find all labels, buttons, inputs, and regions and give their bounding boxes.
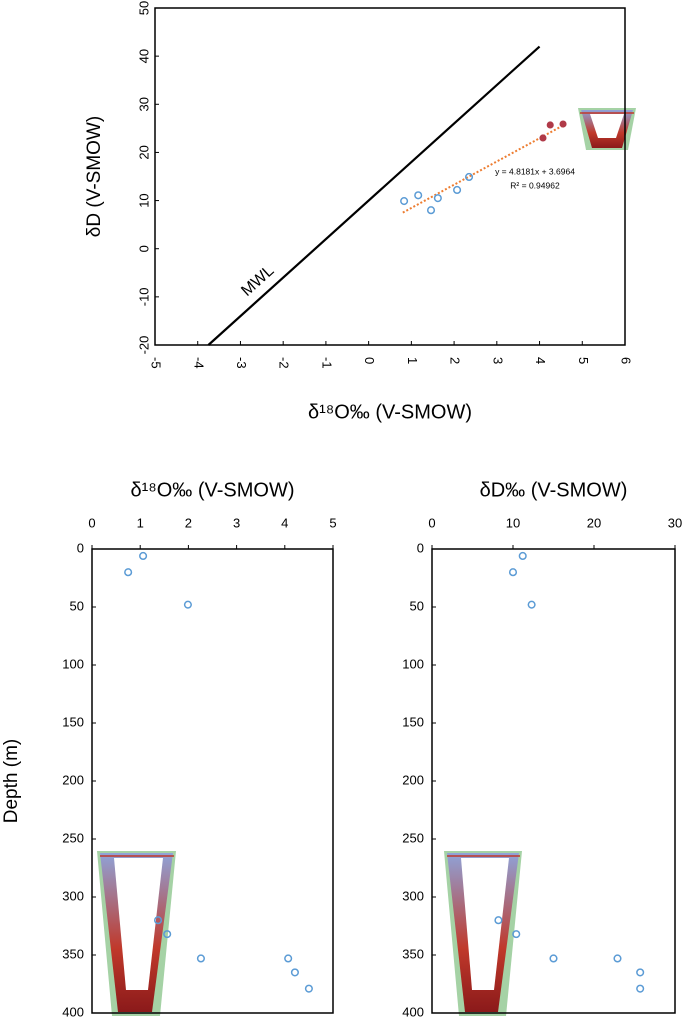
x-tick-label: 2 (448, 357, 463, 364)
y-tick-label: 100 (402, 656, 424, 671)
y-tick-label: 0 (136, 245, 151, 252)
x-tick-label: 1 (137, 515, 144, 530)
x-tick-label: 5 (329, 515, 336, 530)
data-point (546, 121, 554, 129)
data-point (636, 968, 645, 977)
data-point (433, 194, 442, 203)
data-point (527, 600, 536, 609)
trend-annotation: R² = 0.94962 (510, 180, 560, 190)
data-point (426, 206, 436, 215)
y-tick-label: 300 (402, 888, 424, 903)
trend-annotation: y = 4.8181x + 3.6964 (495, 166, 575, 176)
y-tick-label: 350 (402, 946, 424, 961)
y-tick-label: 250 (402, 830, 424, 845)
y-tick-label: 20 (136, 145, 151, 159)
x-tick-label: 20 (587, 515, 601, 530)
x-tick-label: 30 (668, 515, 682, 530)
y-tick-label: 150 (402, 714, 424, 729)
data-point (304, 984, 313, 993)
y-tick-label: 50 (70, 598, 84, 613)
y-tick-label: 200 (62, 772, 84, 787)
y-tick-label: 350 (62, 946, 84, 961)
data-point (163, 930, 172, 939)
x-tick-label: -5 (149, 357, 164, 369)
x-tick-label: -3 (234, 357, 249, 369)
data-point (636, 984, 645, 993)
x-tick-label: 6 (619, 357, 634, 364)
data-point (400, 197, 409, 206)
y-tick-label: 400 (402, 1004, 424, 1019)
data-point (153, 916, 163, 925)
data-point (518, 551, 527, 561)
x-tick-label: 4 (533, 357, 548, 364)
data-point (183, 600, 192, 609)
y-tick-label: 30 (136, 97, 151, 111)
y-tick-label: 250 (62, 830, 84, 845)
x-tick-label: 2 (185, 515, 192, 530)
line-label: MWL (238, 262, 277, 300)
inset-top (578, 108, 636, 150)
y-tick-label: -20 (136, 336, 151, 355)
inset-bottom-left (97, 851, 176, 1016)
x-axis-label: δ¹⁸O‰ (V-SMOW) (308, 401, 472, 423)
x-tick-label: 5 (576, 357, 591, 364)
data-point (559, 120, 567, 128)
data-point (512, 930, 521, 939)
chart-title: δD‰ (V-SMOW) (480, 479, 628, 501)
data-point (494, 916, 503, 925)
x-tick-label: 3 (233, 515, 240, 530)
data-point (196, 954, 205, 963)
data-point (124, 568, 133, 577)
data-point (508, 568, 518, 577)
y-tick-label: 400 (62, 1004, 84, 1019)
data-point (290, 968, 299, 977)
y-axis-label: δD (V-SMOW) (84, 116, 105, 237)
x-tick-label: 0 (88, 515, 95, 530)
chart-title: δ¹⁸O‰ (V-SMOW) (131, 479, 295, 501)
y-axis-label: Depth (m) (1, 739, 22, 823)
y-tick-label: 150 (62, 714, 84, 729)
data-point (414, 191, 423, 200)
data-point (549, 954, 558, 963)
x-tick-label: 0 (428, 515, 435, 530)
data-point (139, 551, 148, 561)
series-line (207, 45, 541, 346)
y-tick-label: 40 (136, 49, 151, 63)
x-tick-label: 4 (281, 515, 288, 530)
data-point (464, 172, 474, 182)
plot-frame (154, 7, 626, 346)
data-point (284, 954, 293, 963)
y-tick-label: 300 (62, 888, 84, 903)
y-tick-label: 200 (402, 772, 424, 787)
y-tick-label: 10 (136, 193, 151, 207)
x-tick-label: 10 (506, 515, 520, 530)
x-tick-label: 3 (490, 357, 505, 364)
y-tick-label: 0 (417, 540, 424, 555)
x-tick-label: -4 (191, 357, 206, 369)
data-point (613, 954, 622, 963)
x-tick-label: 1 (405, 357, 420, 364)
y-tick-label: 50 (136, 1, 151, 15)
data-point (453, 185, 462, 195)
y-tick-label: 50 (410, 598, 424, 613)
y-tick-label: 100 (62, 656, 84, 671)
x-tick-label: -2 (277, 357, 292, 369)
x-tick-label: -1 (319, 357, 334, 369)
y-tick-label: 0 (77, 540, 84, 555)
inset-bottom-right (444, 851, 522, 1016)
data-point (539, 134, 547, 142)
x-tick-label: 0 (362, 357, 377, 364)
y-tick-label: -10 (136, 287, 151, 306)
